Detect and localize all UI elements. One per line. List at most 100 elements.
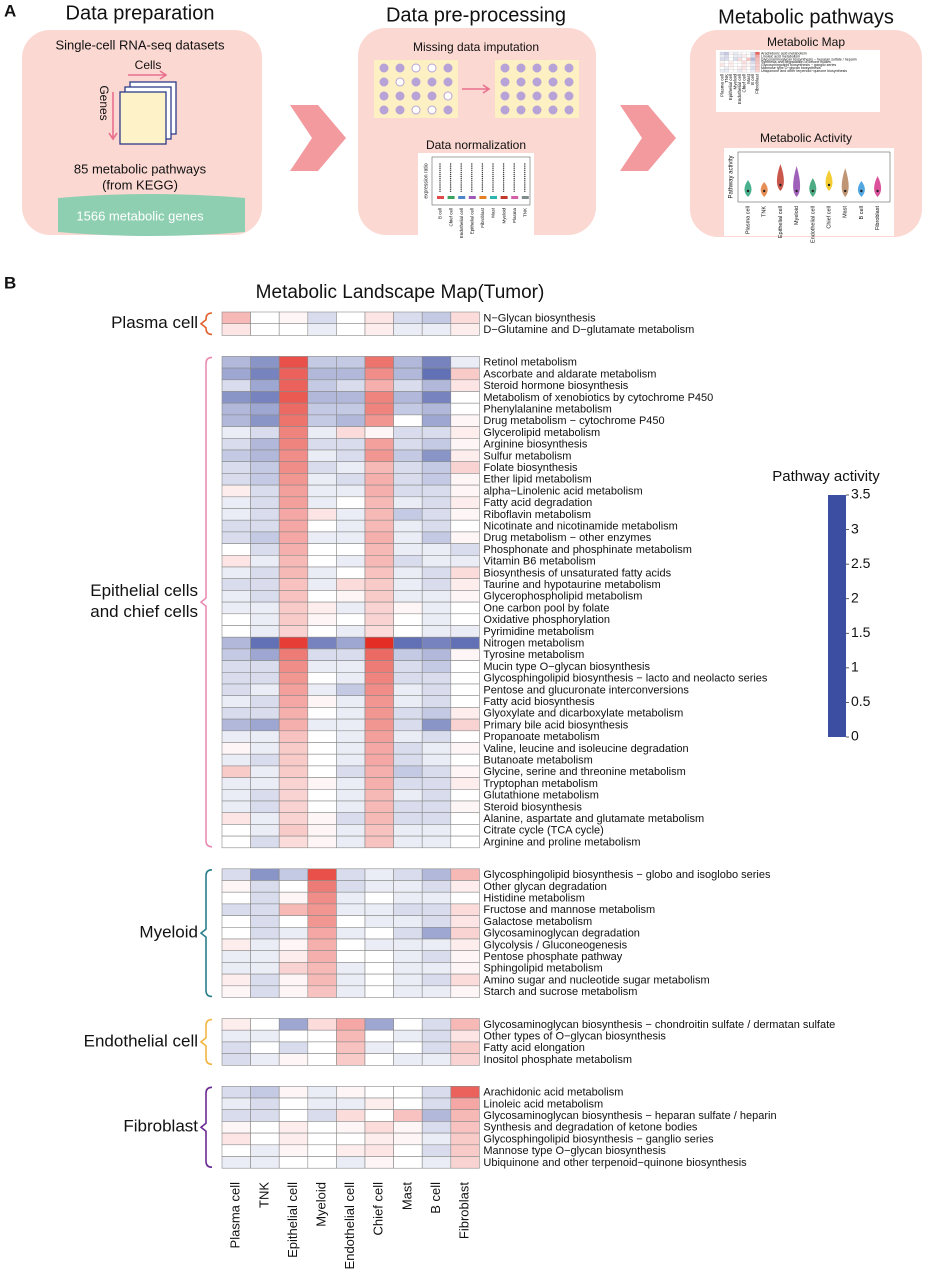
heatmap-cell [450, 648, 480, 661]
box [521, 196, 529, 199]
heatmap-cell [393, 1029, 423, 1043]
heatmap-cell [278, 985, 309, 998]
heatmap-cell [250, 543, 280, 556]
violin [744, 180, 752, 197]
heatmap-cell [421, 718, 452, 732]
heatmap-cell [421, 449, 452, 462]
heatmap-cell [364, 950, 394, 963]
violin [809, 178, 817, 197]
heatmap-cell [450, 554, 480, 568]
heatmap-cell [307, 543, 337, 556]
outlier [460, 175, 462, 178]
row-label: Arginine and proline metabolism [483, 836, 640, 848]
heatmap-cell [421, 962, 452, 975]
dot [548, 63, 558, 73]
outlier [513, 178, 515, 180]
heatmap-cell [450, 938, 480, 951]
heatmap-cell [450, 880, 480, 893]
outlier [460, 180, 462, 182]
heatmap-cell [278, 777, 309, 790]
heatmap-cell [307, 554, 337, 568]
outlier [492, 178, 494, 180]
outlier [460, 186, 462, 188]
heatmap-cell [393, 683, 423, 696]
outlier [492, 188, 494, 190]
heatmap-cell [307, 824, 337, 837]
outlier [524, 175, 526, 178]
outlier [502, 178, 505, 180]
mini-cell [724, 60, 729, 64]
mini-cell [746, 66, 751, 70]
heatmap-cell [364, 660, 394, 673]
heatmap-cell [278, 437, 309, 451]
outlier [471, 188, 473, 190]
outlier [524, 186, 526, 188]
outlier [492, 190, 494, 192]
outlier [524, 178, 526, 180]
heatmap-cell [336, 742, 366, 755]
heatmap-cell [278, 1086, 309, 1099]
heatmap-cell [221, 1041, 251, 1054]
heatmap-cell [307, 625, 337, 638]
mini-cell [724, 69, 729, 73]
mini-cell [750, 69, 756, 73]
heatmap-cell [307, 1156, 337, 1169]
tick-label: Myeloid [501, 208, 506, 224]
tick-label: Fibroblast [480, 207, 485, 228]
mini-violin: Plasma cell TNK Epithelial cell Myeloid Endo… [744, 164, 882, 243]
heatmap-cell [250, 367, 280, 381]
heatmap-cell [393, 1041, 423, 1054]
mini-cell [719, 57, 725, 61]
heatmap-cell [450, 1144, 480, 1157]
violin [857, 181, 865, 197]
outlier [502, 165, 505, 167]
heatmap-cell [307, 730, 337, 743]
outlier [471, 169, 473, 171]
heatmap-cell [278, 402, 309, 416]
heatmap-cell [250, 519, 280, 533]
dot [411, 63, 421, 73]
mini-cell [724, 66, 729, 70]
heatmap-cell [278, 636, 309, 650]
heatmap-cell [278, 613, 309, 626]
dot [443, 63, 453, 73]
outlier [481, 167, 484, 169]
heatmap-cell [221, 753, 251, 767]
outlier [439, 165, 441, 167]
heatmap-cell [307, 356, 337, 369]
heatmap-cell [364, 543, 394, 556]
heatmap-cell [450, 730, 480, 743]
heatmap-cell [421, 426, 452, 439]
heatmap-cell [421, 730, 452, 743]
heatmap-cell [393, 868, 423, 881]
step-text: (from KEGG) [102, 177, 178, 192]
heatmap-cell [278, 903, 309, 916]
heatmap-cell [364, 695, 394, 708]
heatmap-cell [450, 962, 480, 975]
tick-label: Epithelial cell [778, 206, 784, 238]
heatmap-cell [336, 718, 366, 732]
heatmap-cell [278, 1144, 309, 1157]
tick-label: Myeloid [794, 206, 800, 225]
heatmap-cell [336, 707, 366, 720]
heatmap-cell [421, 461, 452, 474]
dot [443, 77, 453, 87]
heatmap-cell [364, 601, 394, 615]
heatmap-cell [450, 496, 480, 509]
heatmap-cell [221, 891, 251, 905]
violin-point [827, 183, 831, 187]
outlier [449, 169, 452, 171]
heatmap-cell [221, 1086, 251, 1099]
heatmap-cell [393, 426, 423, 439]
mini-cell [741, 51, 747, 56]
heatmap-cell [278, 648, 309, 661]
heatmap-cell [278, 601, 309, 615]
outlier [439, 180, 441, 182]
heatmap-cell [393, 449, 423, 462]
heatmap-cell [450, 531, 480, 544]
chart-title: Metabolic Landscape Map(Tumor) [256, 282, 545, 303]
heatmap-cell [336, 973, 366, 987]
heatmap-cell [221, 926, 251, 940]
colorbar-tick-label: 3.5 [851, 486, 871, 502]
heatmap-cell [336, 926, 366, 940]
